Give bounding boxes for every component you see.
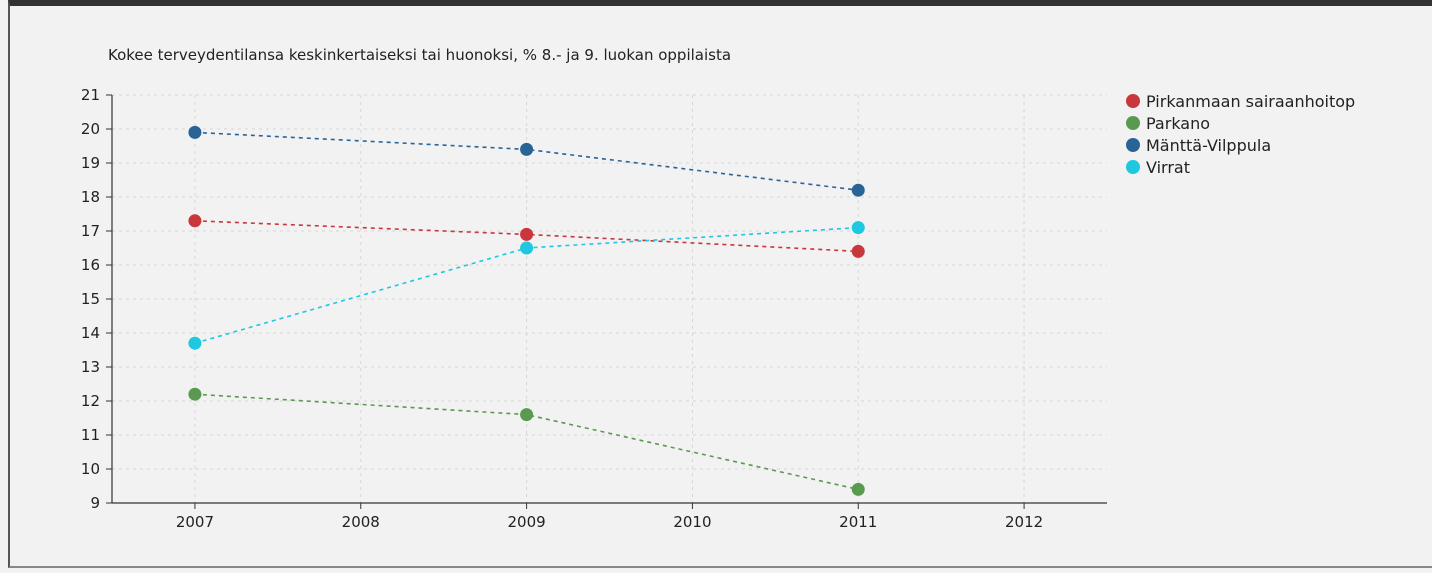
grid (112, 94, 1107, 503)
series-layer (188, 125, 865, 496)
y-tick-label: 10 (81, 460, 100, 478)
data-point (188, 387, 202, 401)
y-tick-label: 12 (81, 392, 100, 410)
data-point (188, 214, 202, 228)
legend-marker (1126, 138, 1140, 152)
y-tick-label: 15 (81, 290, 100, 308)
y-tick-label: 11 (81, 426, 100, 444)
legend-marker (1126, 160, 1140, 174)
legend: Pirkanmaan sairaanhoitop Parkano Mänttä-Vi… (1126, 92, 1355, 177)
data-point (520, 408, 534, 422)
axes: 9 10 11 12 13 14 15 16 17 18 19 20 21 2007 2008 2009 201… (81, 86, 1107, 531)
data-point (520, 227, 534, 241)
data-point (520, 241, 534, 255)
x-tick-label: 2012 (1005, 513, 1043, 531)
y-tick-label: 21 (81, 86, 100, 104)
legend-label: Parkano (1146, 114, 1210, 133)
x-tick-label: 2010 (673, 513, 711, 531)
x-tick-label: 2007 (176, 513, 214, 531)
y-tick-label: 19 (81, 154, 100, 172)
data-point (851, 244, 865, 258)
data-point (851, 221, 865, 235)
legend-label: Virrat (1146, 158, 1190, 177)
x-tick-label: 2011 (839, 513, 877, 531)
x-tick-label: 2009 (507, 513, 545, 531)
y-tick-label: 16 (81, 256, 100, 274)
x-tick-label: 2008 (342, 513, 380, 531)
data-point (188, 125, 202, 139)
y-tick-label: 13 (81, 358, 100, 376)
y-tick-label: 14 (81, 324, 100, 342)
y-tick-label: 9 (90, 494, 100, 512)
y-tick-label: 17 (81, 222, 100, 240)
legend-marker (1126, 94, 1140, 108)
legend-label: Mänttä-Vilppula (1146, 136, 1271, 155)
data-point (188, 336, 202, 350)
chart-title: Kokee terveydentilansa keskinkertaiseksi… (108, 46, 731, 64)
y-tick-label: 18 (81, 188, 100, 206)
data-point (851, 183, 865, 197)
series-line (194, 131, 859, 191)
data-point (851, 482, 865, 496)
data-point (520, 142, 534, 156)
legend-marker (1126, 116, 1140, 130)
legend-label: Pirkanmaan sairaanhoitop (1146, 92, 1355, 111)
y-tick-label: 20 (81, 120, 100, 138)
